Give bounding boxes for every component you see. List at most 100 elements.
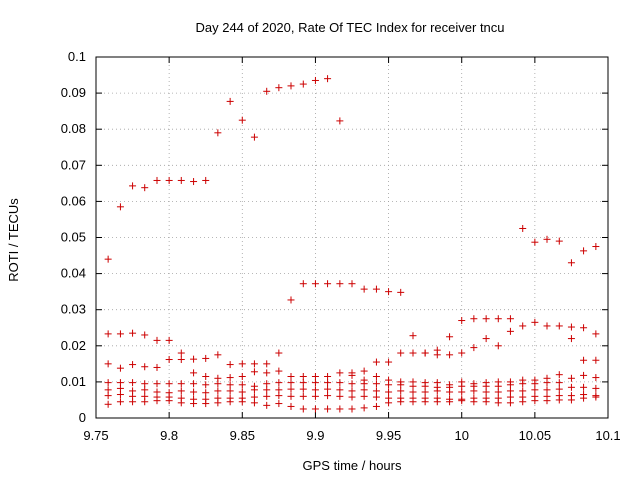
data-point (165, 336, 173, 344)
data-point (385, 399, 393, 407)
data-point (592, 356, 600, 364)
data-point (385, 358, 393, 366)
data-point (385, 381, 393, 389)
data-point (458, 349, 466, 357)
data-point (275, 392, 283, 400)
data-point (336, 379, 344, 387)
data-point (190, 369, 198, 377)
data-point (409, 388, 417, 396)
y-tick-label: 0.02 (61, 338, 86, 353)
data-point (336, 369, 344, 377)
data-point (324, 392, 332, 400)
data-point (177, 387, 185, 395)
data-point (519, 224, 527, 232)
data-point (190, 380, 198, 388)
data-point (116, 330, 124, 338)
data-point (129, 182, 137, 190)
data-point (202, 381, 210, 389)
data-point (250, 133, 258, 141)
data-point (458, 397, 466, 405)
data-point (372, 380, 380, 388)
data-point (202, 372, 210, 380)
data-point (214, 380, 222, 388)
data-point (506, 381, 514, 389)
data-point (506, 327, 514, 335)
data-point (592, 393, 600, 401)
x-tick-label: 10.05 (519, 428, 552, 443)
data-point (287, 379, 295, 387)
data-point (531, 380, 539, 388)
series-floor (104, 393, 600, 413)
data-point (580, 247, 588, 255)
data-point (104, 379, 112, 387)
data-point (555, 237, 563, 245)
data-point (250, 399, 258, 407)
x-tick-label: 9.8 (160, 428, 178, 443)
x-tick-label: 9.75 (83, 428, 108, 443)
data-point (580, 383, 588, 391)
x-tick-label: 10.1 (595, 428, 620, 443)
data-point (311, 386, 319, 394)
data-point (263, 386, 271, 394)
data-point (482, 335, 490, 343)
data-point (153, 336, 161, 344)
data-point (238, 388, 246, 396)
data-point (275, 367, 283, 375)
data-point (129, 361, 137, 369)
data-points (104, 75, 600, 413)
data-point (336, 386, 344, 394)
data-point (385, 388, 393, 396)
data-point (385, 288, 393, 296)
data-point (177, 380, 185, 388)
y-tick-label: 0.05 (61, 230, 86, 245)
series-upper-mid (104, 280, 600, 377)
data-point (311, 76, 319, 84)
data-point (592, 374, 600, 382)
data-point (360, 367, 368, 375)
x-tick-labels: 9.75 9.8 9.85 9.9 9.95 10 10.05 10.1 (83, 428, 620, 443)
data-point (409, 349, 417, 357)
data-point (263, 360, 271, 368)
data-point (482, 315, 490, 323)
data-point (494, 342, 502, 350)
data-point (348, 405, 356, 413)
data-point (506, 387, 514, 395)
data-point (177, 349, 185, 357)
data-point (360, 380, 368, 388)
data-point (141, 398, 149, 406)
data-point (592, 384, 600, 392)
data-point (458, 317, 466, 325)
data-point (250, 386, 258, 394)
data-point (202, 176, 210, 184)
data-point (104, 360, 112, 368)
data-point (263, 392, 271, 400)
x-tick-label: 9.85 (230, 428, 255, 443)
data-point (324, 405, 332, 413)
data-point (226, 398, 234, 406)
data-point (116, 391, 124, 399)
data-point (190, 178, 198, 186)
data-point (311, 372, 319, 380)
x-axis-label: GPS time / hours (303, 458, 402, 473)
data-point (275, 84, 283, 92)
data-point (531, 397, 539, 405)
data-point (421, 349, 429, 357)
data-point (372, 393, 380, 401)
data-point (287, 402, 295, 410)
data-point (372, 285, 380, 293)
data-point (506, 399, 514, 407)
data-point (336, 280, 344, 288)
data-point (116, 364, 124, 372)
data-point (177, 356, 185, 364)
data-point (324, 372, 332, 380)
data-point (165, 397, 173, 405)
data-point (482, 388, 490, 396)
data-point (141, 380, 149, 388)
data-point (287, 372, 295, 380)
data-point (129, 329, 137, 337)
data-point (372, 358, 380, 366)
data-point (263, 380, 271, 388)
data-point (372, 402, 380, 410)
y-tick-label: 0.03 (61, 302, 86, 317)
data-point (299, 80, 307, 88)
